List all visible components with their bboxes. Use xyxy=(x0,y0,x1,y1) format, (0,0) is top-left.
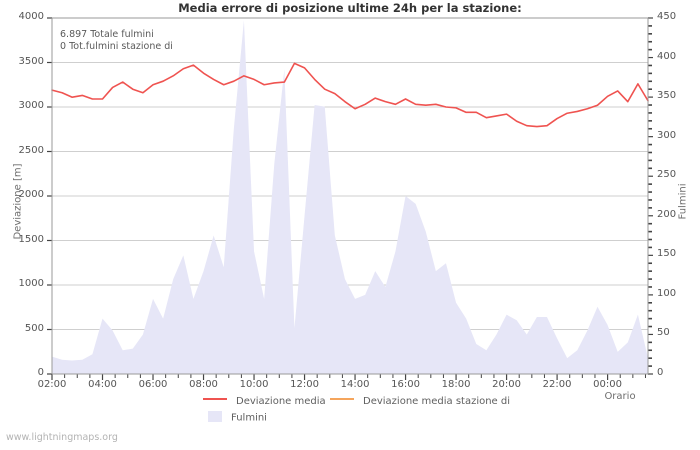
y-axis-right-tick: 50 xyxy=(657,327,670,339)
legend-item-deviazione-media: Deviazione media xyxy=(203,396,326,407)
y-axis-right-tick: 400 xyxy=(657,50,677,62)
x-axis-tick: 20:00 xyxy=(492,379,521,390)
x-axis-tick: 18:00 xyxy=(441,379,471,390)
y-axis-right-tick: 450 xyxy=(657,11,677,22)
x-axis-tick: 08:00 xyxy=(189,379,218,390)
y-axis-right-tick: 0 xyxy=(657,367,664,378)
legend-area-swatch-fulmini xyxy=(208,411,222,422)
y-axis-left-tick: 2500 xyxy=(18,144,44,156)
y-axis-right-tick: 150 xyxy=(657,248,677,260)
y-axis-right-tick: 200 xyxy=(657,208,677,220)
legend-line-swatch-red xyxy=(203,398,227,400)
y-axis-right-tick: 250 xyxy=(657,169,677,181)
y-axis-left-tick: 3000 xyxy=(18,100,44,111)
x-axis-tick: 02:00 xyxy=(37,379,67,390)
x-axis-tick: 14:00 xyxy=(340,379,370,390)
y-axis-left-tick: 1500 xyxy=(18,233,44,245)
y-axis-left-tick: 4000 xyxy=(18,11,44,22)
y-axis-right-tick: 350 xyxy=(657,90,677,102)
legend-label-deviazione-media-stazione: Deviazione media stazione di xyxy=(363,396,511,407)
x-axis-tick: 12:00 xyxy=(290,379,319,390)
x-axis-tick: 16:00 xyxy=(391,379,420,390)
y-axis-left-tick: 0 xyxy=(37,367,44,378)
deviazione-media-line-series xyxy=(51,62,649,128)
legend-item-fulmini: Fulmini xyxy=(203,411,267,424)
y-axis-right-tick: 100 xyxy=(657,287,677,299)
y-axis-left-tick: 3500 xyxy=(18,55,44,67)
x-axis-tick: 00:00 xyxy=(593,379,622,390)
grid-lines xyxy=(52,62,648,330)
page-title: Media errore di posizione ultime 24h per… xyxy=(178,1,522,15)
annotation-station-lightning: 0 Tot.fulmini stazione di xyxy=(60,41,173,52)
plot-frame xyxy=(51,17,649,375)
y-axis-left-tick: 500 xyxy=(24,322,44,334)
annotation-total-lightning: 6.897 Totale fulmini xyxy=(60,29,154,40)
x-axis-tick: 22:00 xyxy=(542,379,572,390)
y-axis-left-tick: 1000 xyxy=(18,278,44,289)
fulmini-area-series xyxy=(52,20,648,375)
legend-item-deviazione-media-stazione: Deviazione media stazione di xyxy=(330,396,510,407)
x-axis-title: Orario xyxy=(604,391,636,402)
axis-ticks xyxy=(47,17,653,380)
legend-line-swatch-orange xyxy=(330,398,354,400)
x-axis-tick: 04:00 xyxy=(88,379,117,390)
footer-site-url: www.lightningmaps.org xyxy=(6,432,118,443)
y-axis-left-tick: 2000 xyxy=(18,189,44,200)
x-axis-tick: 10:00 xyxy=(239,379,269,390)
legend-label-deviazione-media: Deviazione media xyxy=(236,396,326,407)
legend-label-fulmini: Fulmini xyxy=(231,412,267,424)
y-axis-right-tick: 300 xyxy=(657,129,677,141)
x-axis-tick: 06:00 xyxy=(138,379,168,390)
